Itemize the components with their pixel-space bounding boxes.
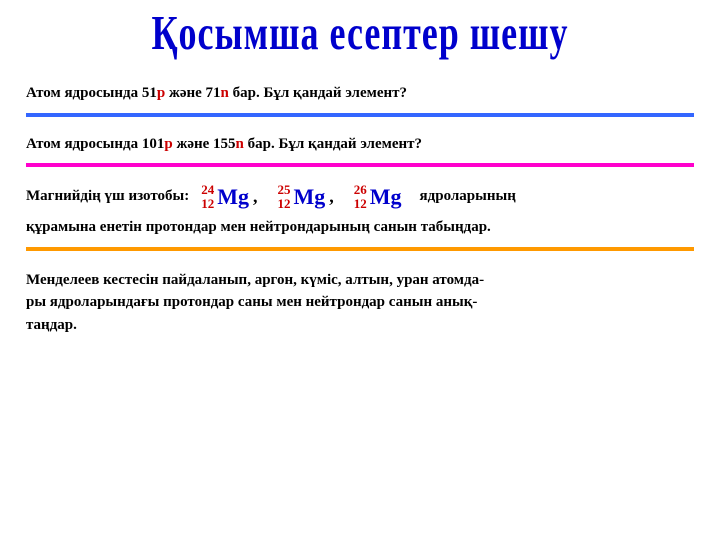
problem-3: Магнийдің үш изотобы: 24 12 Mg , 25 12 M… [26,183,694,239]
isotope-2-symbol: Mg [294,184,326,210]
isotope-1-atomic: 12 [201,197,214,211]
p3-after: ядроларының [420,188,516,205]
isotope-2-mass: 25 [278,183,291,197]
p3-intro: Магнийдің үш изотобы: [26,188,189,205]
divider-blue [26,113,694,117]
p1-suffix: бар. Бұл қандай элемент? [229,85,407,101]
isotope-3: 26 12 Mg [354,183,402,210]
problem-4-line3: таңдар. [26,314,694,337]
content-area: Атом ядросында 51p және 71n бар. Бұл қан… [0,82,720,336]
p1-p-label: p [157,85,165,101]
isotope-3-mass: 26 [354,183,367,197]
problem-4-line1: Менделеев кестесін пайдаланып, аргон, кү… [26,269,694,292]
isotope-1-symbol: Mg [217,184,249,210]
isotope-3-atomic: 12 [354,197,367,211]
p2-suffix: бар. Бұл қандай элемент? [244,136,422,152]
problem-2-text: Атом ядросында 101p және 155n бар. Бұл қ… [26,133,694,156]
isotope-3-numbers: 26 12 [354,183,367,210]
problem-4: Менделеев кестесін пайдаланып, аргон, кү… [26,269,694,337]
p1-prefix: Атом ядросында 51 [26,85,157,101]
problem-3-line1: Магнийдің үш изотобы: 24 12 Mg , 25 12 M… [26,183,694,210]
isotope-1-numbers: 24 12 [201,183,214,210]
problem-2: Атом ядросында 101p және 155n бар. Бұл қ… [26,133,694,156]
isotope-1: 24 12 Mg [201,183,249,210]
isotope-1-mass: 24 [201,183,214,197]
p1-n-label: n [221,85,229,101]
isotope-2: 25 12 Mg [278,183,326,210]
problem-1-text: Атом ядросында 51p және 71n бар. Бұл қан… [26,82,694,105]
comma-1: , [253,186,258,207]
p1-mid: және 71 [165,85,220,101]
p2-n-label: n [236,136,244,152]
p2-p-label: p [164,136,172,152]
isotope-2-atomic: 12 [278,197,291,211]
problem-4-line2: ры ядроларындағы протондар саны мен нейт… [26,291,694,314]
isotope-2-numbers: 25 12 [278,183,291,210]
isotope-3-symbol: Mg [370,184,402,210]
problem-1: Атом ядросында 51p және 71n бар. Бұл қан… [26,82,694,105]
divider-pink [26,163,694,167]
p2-mid: және 155 [173,136,236,152]
problem-3-line2: құрамына енетін протондар мен нейтрондар… [26,216,694,239]
page-title: Қосымша есептер шешу [0,5,720,62]
p2-prefix: Атом ядросында 101 [26,136,164,152]
divider-orange [26,247,694,251]
comma-2: , [329,186,334,207]
